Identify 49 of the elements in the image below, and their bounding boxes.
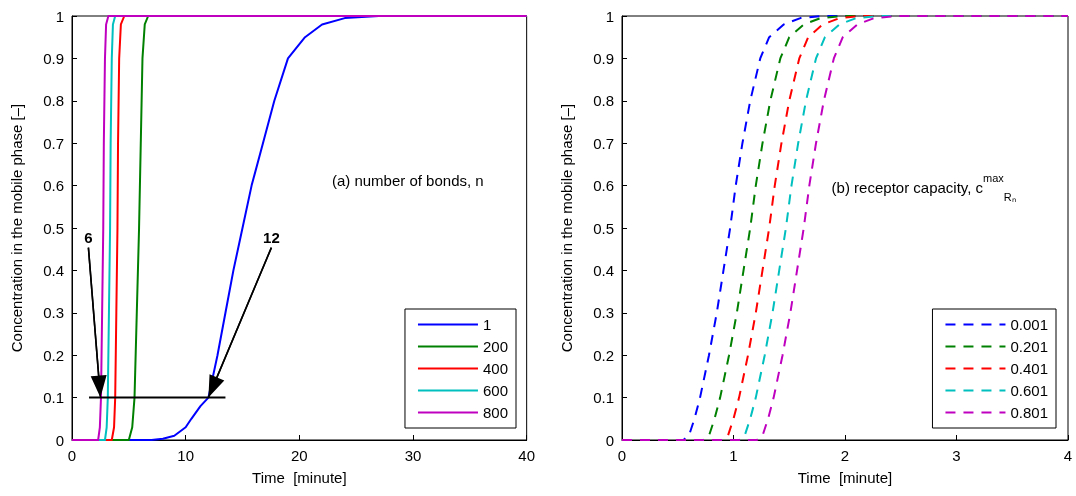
y-tick-label: 0.7 [593,134,614,152]
y-tick-label: 0.7 [43,134,64,152]
x-tick-label: 3 [952,447,961,464]
legend-label: 800 [482,404,508,421]
y-tick-label: 0.2 [593,346,614,364]
x-axis-title: Time [minute] [797,469,893,486]
y-tick-label: 0.8 [593,92,614,110]
x-tick-label: 1 [729,447,738,464]
y-tick-label: 0.9 [43,49,64,67]
annotation: 6 [84,228,93,246]
y-tick-label: 0.6 [593,177,614,195]
annotation: (a) number of bonds, n [331,171,484,189]
y-tick-label: 0.3 [43,304,64,322]
legend-label: 0.601 [1010,382,1049,399]
annotation: 12 [263,228,280,246]
y-tick-label: 0.4 [43,261,64,279]
legend-label: 0.001 [1010,316,1049,333]
x-tick-label: 4 [1063,447,1073,464]
y-tick-label: 1 [55,7,64,25]
legend-label: 0.201 [1010,338,1049,355]
y-tick-label: 0.4 [593,261,614,279]
y-tick-label: 0.2 [43,346,64,364]
y-tick-label: 0.5 [43,219,64,237]
y-tick-label: 0.1 [593,389,614,407]
y-tick-label: 0.9 [593,49,614,67]
x-tick-label: 30 [404,447,422,464]
y-tick-label: 1 [605,7,614,25]
legend-label: 0.801 [1010,404,1049,421]
legend-label: 0.401 [1010,360,1049,377]
y-tick-label: 0.8 [43,92,64,110]
x-tick-label: 0 [617,447,627,464]
x-tick-label: 20 [290,447,308,464]
legend-label: 600 [482,382,508,399]
y-tick-label: 0.6 [43,177,64,195]
y-axis-title: Concentration in the mobile phase [–] [8,103,25,353]
y-tick-label: 0.3 [593,304,614,322]
legend-label: 200 [482,338,508,355]
x-axis-title: Time [minute] [252,469,347,486]
legend-label: 400 [482,360,508,377]
legend-label: 1 [482,316,492,333]
y-tick-label: 0 [55,431,64,449]
x-tick-label: 2 [840,447,850,464]
x-tick-label: 10 [177,447,195,464]
y-axis-title: Concentration in the mobile phase [–] [558,103,575,353]
y-tick-label: 0.5 [593,219,614,237]
y-tick-label: 0 [605,431,614,449]
y-tick-label: 0.1 [43,389,64,407]
x-tick-label: 40 [518,447,535,464]
x-tick-label: 0 [67,447,77,464]
